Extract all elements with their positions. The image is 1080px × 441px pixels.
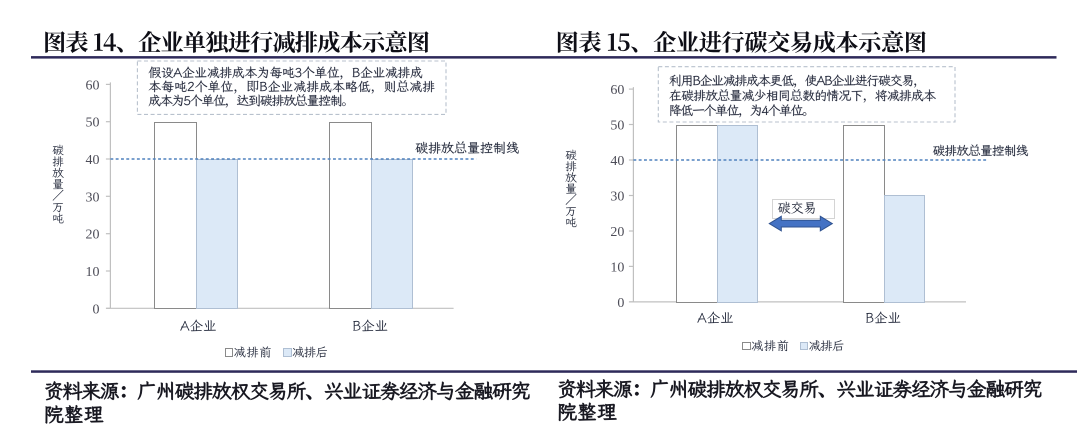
svg-text:50: 50 — [610, 119, 624, 134]
svg-text:40: 40 — [610, 154, 624, 169]
svg-text:0: 0 — [93, 302, 100, 317]
svg-text:0: 0 — [617, 296, 624, 311]
svg-text:50: 50 — [86, 116, 100, 131]
svg-text:60: 60 — [86, 78, 100, 93]
svg-text:20: 20 — [610, 225, 624, 240]
svg-text:10: 10 — [610, 260, 624, 275]
svg-text:30: 30 — [610, 190, 624, 205]
svg-text:40: 40 — [86, 153, 100, 168]
svg-text:30: 30 — [86, 190, 100, 205]
svg-text:10: 10 — [86, 265, 100, 280]
svg-text:60: 60 — [610, 83, 624, 98]
svg-text:20: 20 — [86, 228, 100, 243]
